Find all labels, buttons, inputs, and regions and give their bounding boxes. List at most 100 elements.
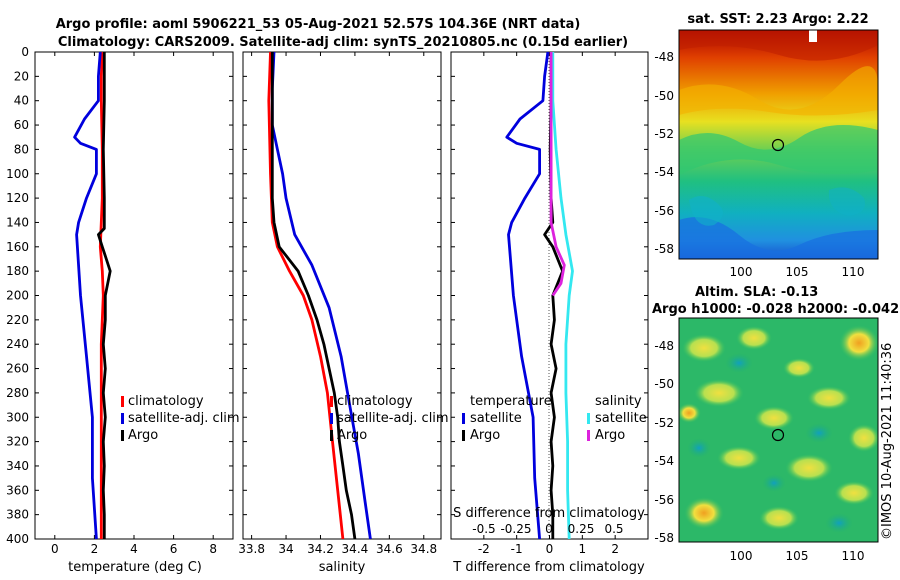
sla-lat-tick: -50 xyxy=(654,377,674,391)
sst-lon-ticks: 100 105 110 xyxy=(730,265,865,279)
x-tick-label: 8 xyxy=(209,542,217,556)
series-line-salinity-argo xyxy=(549,52,566,297)
depth-tick-label: 160 xyxy=(6,240,29,254)
legend-sal-satellite: satellite xyxy=(595,411,647,426)
sst-lon-tick: 110 xyxy=(842,265,865,279)
legend-climatology: climatology xyxy=(128,394,204,409)
difference-x-axis: -2 -1 0 1 2 xyxy=(478,52,619,556)
title-line2: Climatology: CARS2009. Satellite-adj cli… xyxy=(58,35,628,50)
salinity-xlabel: salinity xyxy=(319,560,366,575)
depth-tick-label: 80 xyxy=(14,142,29,156)
sla-lat-tick: -54 xyxy=(654,454,674,468)
series-line-satellite-adj-clim xyxy=(73,51,102,540)
salinity-x-axis: 33.8 34 34.2 34.4 34.6 34.8 xyxy=(238,52,437,556)
sst-lat-ticks: -48 -50 -52 -54 -56 -58 xyxy=(654,50,674,256)
legend-swatch-temp-argo xyxy=(462,430,465,441)
s-tick: -0.25 xyxy=(500,522,531,536)
sla-map-panel: Altim. SLA: -0.13 Argo h1000: -0.028 h20… xyxy=(652,285,899,563)
x-tick-label: 34 xyxy=(278,542,293,556)
legend-satellite: satellite-adj. clim xyxy=(337,411,449,426)
x-tick-label: 34.4 xyxy=(342,542,369,556)
credit-stamp: ©IMOS 10-Aug-2021 11:40:36 xyxy=(880,343,895,540)
legend-argo: Argo xyxy=(128,428,158,443)
depth-tick-label: 100 xyxy=(6,167,29,181)
temperature-legend: climatology satellite-adj. clim Argo xyxy=(121,394,240,443)
s-tick: 0.25 xyxy=(568,522,595,536)
sst-lat-tick: -50 xyxy=(654,89,674,103)
x-tick-label: 0 xyxy=(51,542,59,556)
legend-swatch-sal-argo xyxy=(587,430,590,441)
legend-climatology: climatology xyxy=(337,394,413,409)
temperature-xlabel: temperature (deg C) xyxy=(68,560,202,575)
legend-title-temperature: temperature xyxy=(470,394,552,409)
legend-temp-satellite: satellite xyxy=(470,411,522,426)
sla-lat-tick: -58 xyxy=(654,531,674,545)
s-difference-label: S difference from climatology xyxy=(453,506,645,521)
salinity-series xyxy=(267,51,372,540)
difference-xlabel: T difference from climatology xyxy=(452,560,645,575)
sst-lat-tick: -48 xyxy=(654,50,674,64)
series-line-argo xyxy=(97,52,112,539)
sla-title1: Altim. SLA: -0.13 xyxy=(695,285,818,300)
depth-tick-label: 400 xyxy=(6,532,29,546)
depth-tick-label: 340 xyxy=(6,459,29,473)
sla-lat-tick: -48 xyxy=(654,339,674,353)
sst-lat-tick: -58 xyxy=(654,242,674,256)
depth-tick-label: 60 xyxy=(14,118,29,132)
x-tick-label: -2 xyxy=(478,542,490,556)
depth-tick-label: 200 xyxy=(6,289,29,303)
depth-tick-label: 300 xyxy=(6,410,29,424)
salinity-panel: 33.8 34 34.2 34.4 34.6 34.8 salinity climatol… xyxy=(238,51,449,575)
legend-swatch-satellite xyxy=(330,413,333,424)
sla-lat-tick: -56 xyxy=(654,493,674,507)
title-line1: Argo profile: aoml 5906221_53 05-Aug-202… xyxy=(56,17,581,32)
depth-tick-label: 360 xyxy=(6,483,29,497)
sst-lat-tick: -54 xyxy=(654,165,674,179)
temperature-axes xyxy=(34,51,234,540)
depth-tick-label: 280 xyxy=(6,386,29,400)
x-tick-label: -1 xyxy=(511,542,523,556)
x-tick-label: 34.2 xyxy=(307,542,334,556)
depth-tick-label: 20 xyxy=(14,69,29,83)
sla-lon-tick: 100 xyxy=(730,549,753,563)
x-tick-label: 33.8 xyxy=(238,542,265,556)
legend-title-salinity: salinity xyxy=(595,394,642,409)
temperature-diff-legend: temperature satellite Argo xyxy=(462,394,552,443)
x-tick-label: 6 xyxy=(170,542,178,556)
argo-location-marker-sla xyxy=(771,428,785,442)
series-line-climatology xyxy=(98,51,105,539)
x-tick-label: 1 xyxy=(579,542,587,556)
sst-lat-tick: -52 xyxy=(654,127,674,141)
sla-lat-tick: -52 xyxy=(654,416,674,430)
salinity-legend: climatology satellite-adj. clim Argo xyxy=(330,394,449,443)
sst-lat-tick: -56 xyxy=(654,204,674,218)
series-line-argo xyxy=(270,52,357,540)
depth-tick-label: 320 xyxy=(6,435,29,449)
depth-axis: 0 20 40 60 80 100 120 140 160 180 200 220 240 260 280 3… xyxy=(6,45,233,546)
depth-tick-label: 180 xyxy=(6,264,29,278)
sst-lon-tick: 105 xyxy=(786,265,809,279)
sla-lat-ticks: -48 -50 -52 -54 -56 -58 xyxy=(654,339,674,545)
sst-map-image xyxy=(679,30,878,259)
series-line-temperature-satellite xyxy=(505,51,550,540)
legend-swatch-temp-satellite xyxy=(462,413,465,424)
depth-tick-label: 40 xyxy=(14,94,29,108)
series-line-salinity-satellite xyxy=(551,52,574,540)
series-line-climatology xyxy=(267,51,345,540)
difference-y-ticks xyxy=(451,51,648,540)
legend-argo: Argo xyxy=(337,428,367,443)
depth-tick-label: 240 xyxy=(6,337,29,351)
difference-series xyxy=(505,51,574,540)
legend-swatch-satellite xyxy=(121,413,124,424)
sla-axes xyxy=(678,317,879,543)
temperature-panel: 0204060801001201401601802002202402602803… xyxy=(6,45,240,575)
depth-tick-label: 120 xyxy=(6,191,29,205)
legend-temp-argo: Argo xyxy=(470,428,500,443)
depth-tick-label: 380 xyxy=(6,508,29,522)
salinity-diff-legend: salinity satellite Argo xyxy=(587,394,647,443)
s-tick: 0.5 xyxy=(604,522,623,536)
legend-swatch-climatology xyxy=(330,396,333,407)
temperature-x-axis: 0 2 4 6 8 xyxy=(51,52,217,556)
depth-tick-label: 220 xyxy=(6,313,29,327)
